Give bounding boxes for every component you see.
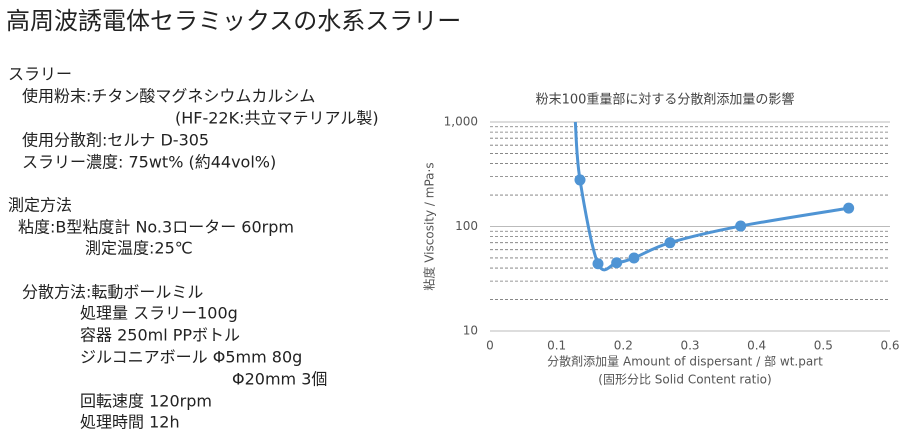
text-line: ジルコニアボール Φ5mm 80g	[80, 348, 302, 367]
chart-title: 粉末100重量部に対する分散剤添加量の影響	[536, 92, 795, 108]
text-line: 粘度:B型粘度計 No.3ローター 60rpm	[18, 218, 294, 237]
x-tick-label: 0.2	[614, 339, 633, 353]
point	[611, 257, 623, 269]
y-tick-label: 1,000	[444, 115, 478, 129]
point	[592, 258, 604, 270]
text-line: 測定温度:25℃	[85, 239, 193, 258]
x-tick-label: 0.6	[880, 339, 899, 353]
title: 高周波誘電体セラミックスの水系スラリー	[6, 7, 461, 35]
y-tick-label: 100	[455, 219, 478, 233]
y-axis-label: 粘度 Viscosity / mPa·s	[422, 162, 437, 290]
text-line: 処理時間 12h	[80, 413, 180, 432]
text-line: 回転速度 120rpm	[80, 392, 212, 411]
text-line: Φ20mm 3個	[232, 370, 327, 389]
text-line: 使用粉末:チタン酸マグネシウムカルシム	[22, 87, 315, 106]
x-tick-label: 0.1	[547, 339, 566, 353]
point	[574, 174, 586, 186]
point	[628, 252, 640, 264]
text-line: スラリー濃度: 75wt% (約44vol%)	[22, 153, 276, 172]
point	[843, 202, 855, 214]
curve	[573, 121, 849, 272]
x-axis-label: 分散剤添加量 Amount of dispersant / 部 wt.part	[547, 354, 823, 369]
x-axis-label: (固形分比 Solid Content ratio)	[598, 373, 771, 387]
text-line: 容器 250ml PPボトル	[80, 326, 240, 345]
x-tick-label: 0.5	[814, 339, 833, 353]
y-tick-label: 10	[463, 324, 478, 338]
x-tick-label: 0	[486, 339, 494, 353]
text-line: 処理量 スラリー100g	[80, 304, 238, 323]
point	[735, 220, 747, 232]
x-tick-label: 0.4	[747, 339, 766, 353]
text-line: スラリー	[8, 65, 72, 84]
text-line: 分散方法:転動ボールミル	[22, 283, 203, 302]
chart: 粉末100重量部に対する分散剤添加量の影響 10 100 1,000 0 0.1 0.2 0.…	[422, 92, 900, 387]
point	[664, 237, 676, 249]
x-tick-label: 0.3	[680, 339, 699, 353]
text-line: 使用分散剤:セルナ D-305	[22, 131, 209, 150]
text-line: 測定方法	[8, 196, 72, 215]
text-line: (HF-22K:共立マテリアル製)	[175, 109, 379, 128]
